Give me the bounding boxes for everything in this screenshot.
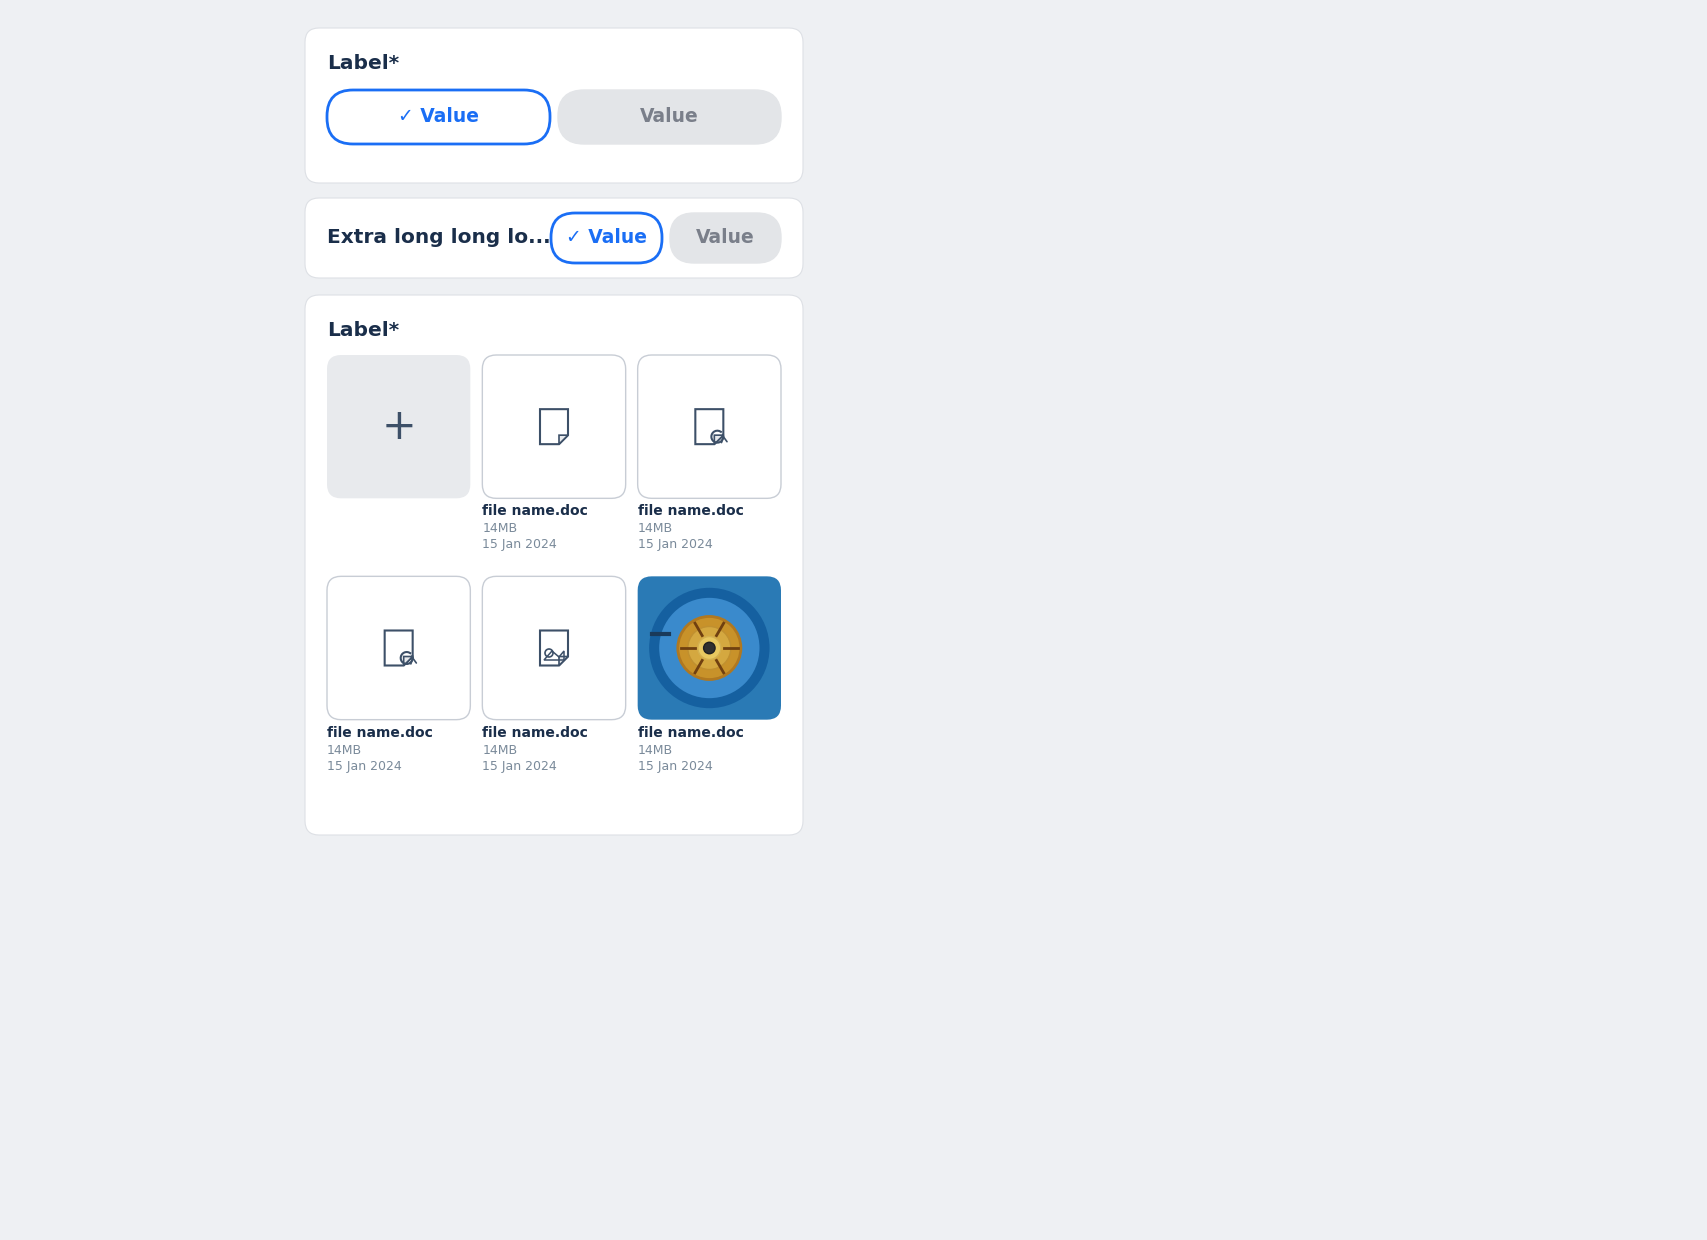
- FancyBboxPatch shape: [637, 355, 780, 498]
- Text: Extra long long lo...*: Extra long long lo...*: [326, 228, 560, 248]
- Text: 15 Jan 2024: 15 Jan 2024: [481, 760, 556, 773]
- Text: 14MB: 14MB: [326, 744, 362, 756]
- Circle shape: [649, 588, 770, 708]
- FancyBboxPatch shape: [637, 577, 780, 719]
- Circle shape: [698, 636, 720, 660]
- Text: 15 Jan 2024: 15 Jan 2024: [326, 760, 401, 773]
- Text: 15 Jan 2024: 15 Jan 2024: [637, 760, 712, 773]
- Polygon shape: [695, 409, 722, 444]
- Text: Label*: Label*: [326, 55, 399, 73]
- FancyBboxPatch shape: [558, 91, 780, 144]
- Text: Value: Value: [696, 228, 754, 248]
- Text: file name.doc: file name.doc: [637, 505, 743, 518]
- Polygon shape: [539, 630, 568, 666]
- Text: 14MB: 14MB: [481, 744, 517, 756]
- Text: ✓ Value: ✓ Value: [398, 108, 478, 126]
- Text: Value: Value: [640, 108, 698, 126]
- Polygon shape: [403, 656, 413, 666]
- FancyBboxPatch shape: [481, 355, 625, 498]
- Circle shape: [678, 616, 741, 680]
- Text: file name.doc: file name.doc: [637, 725, 743, 740]
- Text: 14MB: 14MB: [637, 744, 673, 756]
- Text: file name.doc: file name.doc: [326, 725, 432, 740]
- FancyBboxPatch shape: [669, 213, 780, 263]
- Text: 15 Jan 2024: 15 Jan 2024: [637, 538, 712, 552]
- Text: file name.doc: file name.doc: [481, 505, 587, 518]
- FancyBboxPatch shape: [326, 355, 469, 498]
- Text: +: +: [381, 405, 417, 448]
- FancyBboxPatch shape: [326, 91, 550, 144]
- FancyBboxPatch shape: [551, 213, 662, 263]
- FancyBboxPatch shape: [326, 577, 469, 719]
- Circle shape: [688, 626, 731, 670]
- Text: 14MB: 14MB: [481, 522, 517, 536]
- FancyBboxPatch shape: [306, 295, 802, 835]
- Text: file name.doc: file name.doc: [481, 725, 587, 740]
- Polygon shape: [539, 409, 568, 444]
- Polygon shape: [558, 435, 568, 444]
- FancyBboxPatch shape: [306, 29, 802, 184]
- Polygon shape: [558, 656, 568, 666]
- Circle shape: [659, 598, 760, 698]
- FancyBboxPatch shape: [481, 577, 625, 719]
- Text: 15 Jan 2024: 15 Jan 2024: [481, 538, 556, 552]
- Text: Label*: Label*: [326, 321, 399, 340]
- Polygon shape: [714, 435, 722, 444]
- Text: ✓ Value: ✓ Value: [565, 228, 647, 248]
- Text: 14MB: 14MB: [637, 522, 673, 536]
- Polygon shape: [384, 630, 413, 666]
- Circle shape: [703, 642, 715, 653]
- FancyBboxPatch shape: [306, 198, 802, 278]
